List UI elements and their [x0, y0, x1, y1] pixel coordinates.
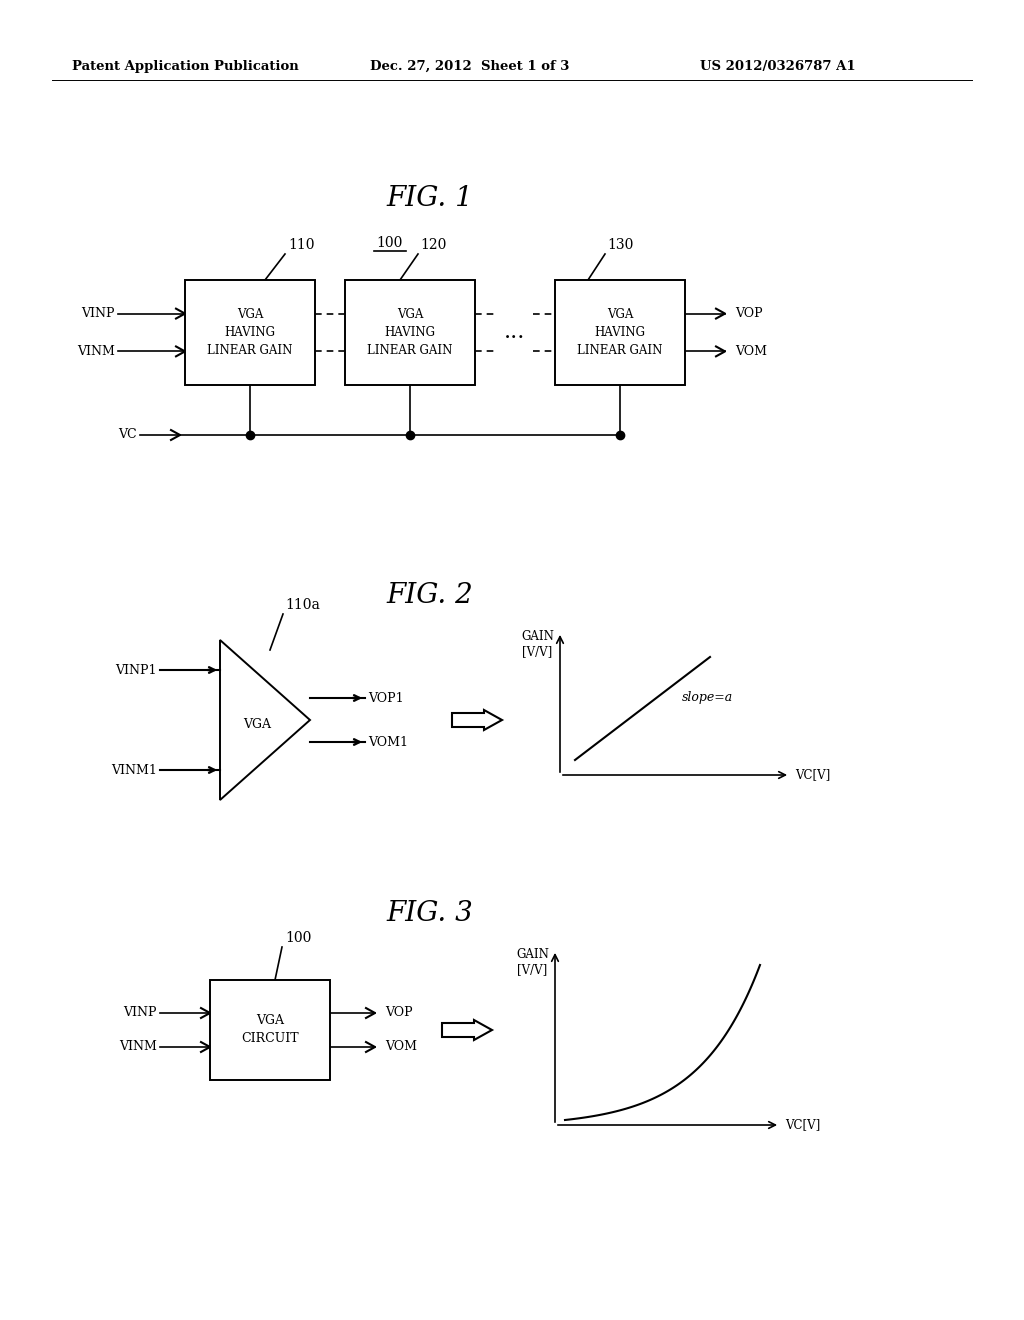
Text: VOM: VOM — [385, 1040, 417, 1053]
Text: VOP: VOP — [735, 308, 763, 321]
Text: VINP: VINP — [82, 308, 115, 321]
Text: FIG. 2: FIG. 2 — [387, 582, 473, 609]
Text: VGA
HAVING
LINEAR GAIN: VGA HAVING LINEAR GAIN — [207, 308, 293, 356]
Text: GAIN
[V/V]: GAIN [V/V] — [521, 630, 554, 657]
FancyArrow shape — [442, 1020, 492, 1040]
Text: US 2012/0326787 A1: US 2012/0326787 A1 — [700, 59, 856, 73]
Text: 110a: 110a — [285, 598, 319, 612]
Text: VGA: VGA — [243, 718, 271, 731]
Text: VINM1: VINM1 — [112, 763, 157, 776]
Text: Dec. 27, 2012  Sheet 1 of 3: Dec. 27, 2012 Sheet 1 of 3 — [370, 59, 569, 73]
Text: 130: 130 — [607, 238, 634, 252]
Bar — [345, 280, 475, 385]
Text: VC: VC — [119, 429, 137, 441]
Text: ...: ... — [504, 321, 525, 343]
Text: GAIN
[V/V]: GAIN [V/V] — [516, 948, 549, 975]
Text: 100: 100 — [285, 931, 311, 945]
Text: VGA
HAVING
LINEAR GAIN: VGA HAVING LINEAR GAIN — [578, 308, 663, 356]
Text: 100: 100 — [377, 236, 403, 249]
Text: VOP: VOP — [385, 1006, 413, 1019]
Text: VOP1: VOP1 — [368, 692, 403, 705]
Bar — [210, 979, 330, 1080]
FancyArrow shape — [452, 710, 502, 730]
Text: VOM: VOM — [735, 345, 767, 358]
Text: 120: 120 — [420, 238, 446, 252]
Text: VINM: VINM — [77, 345, 115, 358]
Text: VINP1: VINP1 — [116, 664, 157, 676]
Text: VINM: VINM — [119, 1040, 157, 1053]
Text: slope=a: slope=a — [682, 692, 733, 705]
Text: 110: 110 — [288, 238, 314, 252]
Text: VC[V]: VC[V] — [785, 1118, 820, 1131]
Text: VGA
CIRCUIT: VGA CIRCUIT — [242, 1015, 299, 1045]
Text: VINP: VINP — [124, 1006, 157, 1019]
Text: VOM1: VOM1 — [368, 735, 408, 748]
Bar — [185, 280, 315, 385]
Text: FIG. 1: FIG. 1 — [387, 185, 473, 213]
Text: Patent Application Publication: Patent Application Publication — [72, 59, 299, 73]
Text: VC[V]: VC[V] — [795, 768, 830, 781]
Text: FIG. 3: FIG. 3 — [387, 900, 473, 927]
Bar — [555, 280, 685, 385]
Text: VGA
HAVING
LINEAR GAIN: VGA HAVING LINEAR GAIN — [368, 308, 453, 356]
